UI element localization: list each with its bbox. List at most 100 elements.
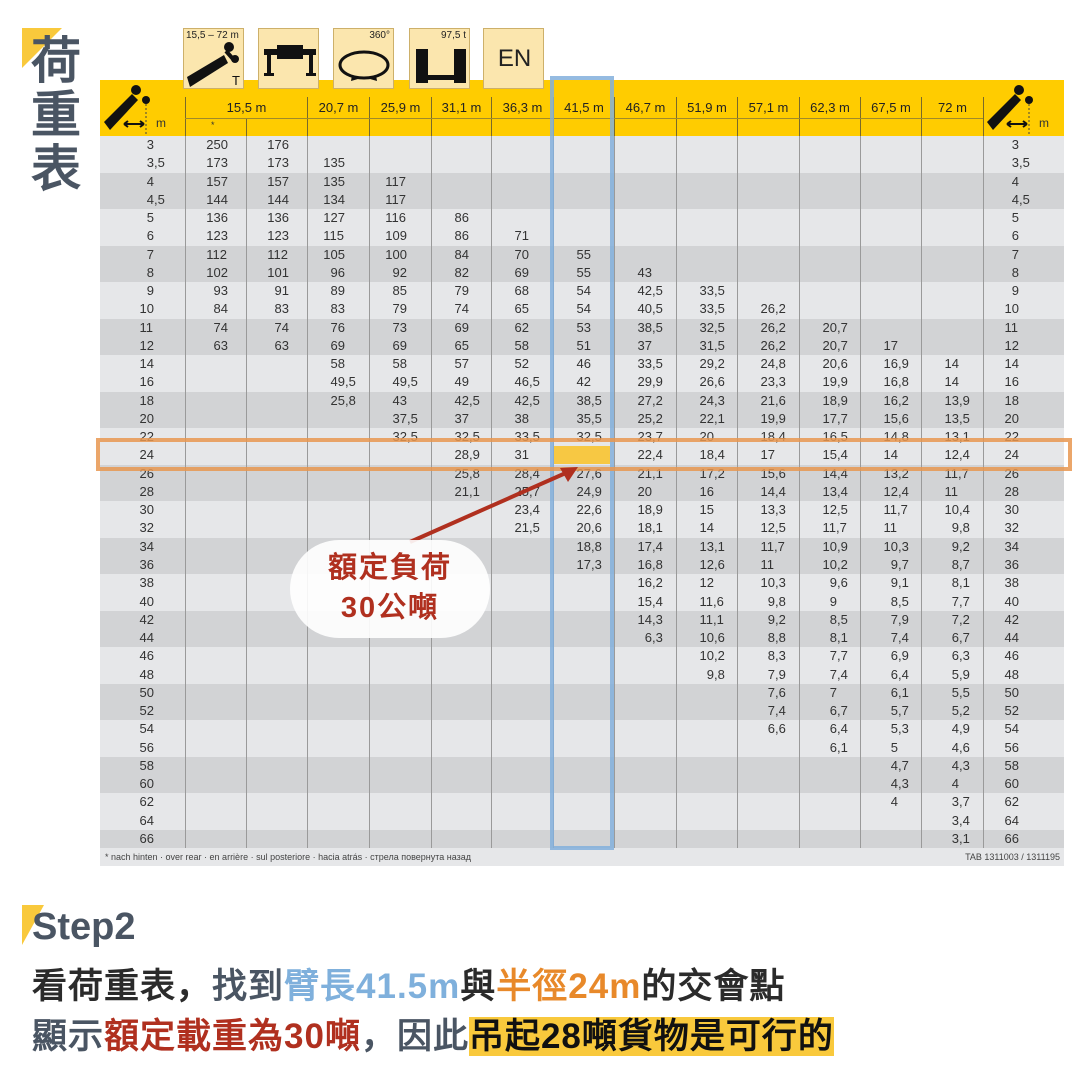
load-value-cell: 134: [323, 191, 345, 207]
load-value-cell: 96: [330, 264, 345, 280]
header-divider: [921, 97, 922, 136]
header-divider: [676, 97, 677, 136]
load-value-cell: 10,3: [883, 538, 909, 554]
radius-label-right: 14: [1004, 356, 1019, 372]
load-value-cell: 7,6: [767, 684, 786, 700]
load-value-cell: 13,5: [944, 410, 970, 426]
table-row: 16 16 49,5 49,5 49 46,5 42 29,9 26,6 23,3 19,9 16,8…: [100, 373, 1064, 392]
load-value-cell: 58: [330, 356, 345, 372]
load-value-cell: 250: [206, 137, 228, 152]
boom-length-header: 31,1 m: [431, 97, 491, 117]
text-segment-hl: 吊起28噸貨物是可行的: [468, 1017, 834, 1056]
load-value-cell: 5,2: [951, 703, 970, 719]
load-value-cell: 16,8: [883, 374, 909, 390]
load-value-cell: 11,1: [699, 611, 724, 627]
explanation-line-2: 顯示額定載重為30噸，因此吊起28噸貨物是可行的: [32, 1008, 834, 1059]
header-divider: [369, 97, 370, 136]
load-value-cell: 6,6: [767, 721, 786, 737]
load-value-cell: 83: [274, 301, 289, 317]
load-value-cell: 10,3: [760, 575, 786, 591]
radius-label-right: 46: [1004, 648, 1019, 664]
radius-label-left: 12: [139, 337, 154, 353]
counterweight-icon: 97,5 t: [409, 28, 470, 89]
language-icon: EN: [483, 28, 544, 89]
radius-label-right: 9: [1011, 283, 1019, 299]
load-value-cell: 24,3: [699, 392, 725, 408]
load-value-cell: 135: [323, 155, 345, 171]
radius-label-left: 42: [139, 611, 154, 627]
load-value-cell: 37,5: [392, 410, 418, 426]
load-value-cell: 12,4: [944, 447, 970, 463]
radius-label-left: 4,5: [146, 191, 165, 207]
load-value-cell: 19,9: [822, 374, 848, 390]
radius-label-left: 34: [139, 538, 154, 554]
radius-label-left: 64: [139, 812, 154, 828]
arrow-icon: [409, 467, 578, 544]
load-value-cell: 9,6: [829, 575, 848, 591]
load-value-cell: 6,4: [890, 666, 909, 682]
radius-unit-label: m: [1039, 116, 1049, 130]
load-value-cell: 49,5: [392, 374, 418, 390]
load-value-cell: 8,8: [767, 630, 786, 646]
table-row: 9 9 93 91 89 85 79 68 54 42,5 33,5: [100, 282, 1064, 301]
load-value-cell: 4,3: [951, 757, 970, 773]
load-value-cell: 42: [576, 374, 591, 390]
load-value-cell: 18,4: [699, 447, 725, 463]
load-value-cell: 105: [323, 246, 345, 262]
radius-label-left: 40: [139, 593, 154, 609]
load-value-cell: 18,8: [576, 538, 602, 554]
text-segment-dark: 的交會點: [641, 967, 786, 1006]
load-value-cell: 4,7: [890, 757, 909, 773]
load-value-cell: 101: [267, 264, 289, 280]
table-row: 62 62 4 3,7: [100, 793, 1064, 812]
column-divider: [491, 136, 492, 848]
highlighted-cell-background: [554, 446, 610, 464]
radius-label-right: 50: [1004, 684, 1019, 700]
load-value-cell: 38: [514, 410, 529, 426]
load-value-cell: 21,6: [760, 392, 786, 408]
radius-label-left: 7: [146, 246, 154, 262]
radius-label-right: 40: [1004, 593, 1019, 609]
load-value-cell: 123: [267, 228, 289, 244]
load-value-cell: 31,5: [699, 337, 725, 353]
radius-label-right: 34: [1004, 538, 1019, 554]
radius-label-left: 5: [146, 210, 154, 226]
load-value-cell: 25,8: [330, 392, 356, 408]
table-row: 60 60 4,3 4: [100, 775, 1064, 794]
load-value-cell: 93: [213, 283, 228, 299]
load-value-cell: 42,5: [514, 392, 540, 408]
load-value-cell: 9,8: [706, 666, 725, 682]
radius-label-right: 44: [1004, 630, 1019, 646]
table-row: 7 7 112 112 105 100 84 70 55: [100, 245, 1064, 264]
load-value-cell: 15,4: [637, 593, 663, 609]
load-value-cell: 4: [951, 776, 959, 792]
load-value-cell: 49,5: [330, 374, 356, 390]
load-value-cell: 19,9: [760, 410, 786, 426]
load-value-cell: 14: [944, 356, 959, 372]
radius-label-right: 60: [1004, 776, 1019, 792]
boom-length-header: 25,9 m: [369, 97, 431, 117]
load-value-cell: 14: [883, 447, 898, 463]
load-value-cell: 5,3: [890, 721, 909, 737]
load-value-cell: 71: [514, 228, 529, 244]
table-reference: TAB 1311003 / 1311195: [965, 852, 1060, 862]
load-value-cell: 15: [699, 502, 714, 518]
radius-label-right: 30: [1004, 502, 1019, 518]
load-value-cell: 11: [760, 556, 775, 572]
boom-length-header: 62,3 m: [799, 97, 860, 117]
load-value-cell: 12,5: [760, 520, 786, 536]
header-divider: [860, 97, 861, 136]
radius-label-right: 18: [1004, 392, 1019, 408]
load-value-cell: 112: [267, 246, 289, 262]
load-value-cell: 18,9: [822, 392, 848, 408]
load-value-cell: 136: [206, 210, 228, 226]
step-accent-triangle: [22, 905, 44, 945]
load-value-cell: 173: [267, 155, 289, 171]
load-value-cell: 26,2: [760, 337, 786, 353]
load-value-cell: 12,4: [883, 483, 909, 499]
table-row: 56 56 6,1 5 4,6: [100, 738, 1064, 757]
load-value-cell: 7,7: [829, 648, 848, 664]
load-value-cell: 37: [637, 337, 652, 353]
radius-label-left: 50: [139, 684, 154, 700]
header-divider: [614, 97, 615, 136]
